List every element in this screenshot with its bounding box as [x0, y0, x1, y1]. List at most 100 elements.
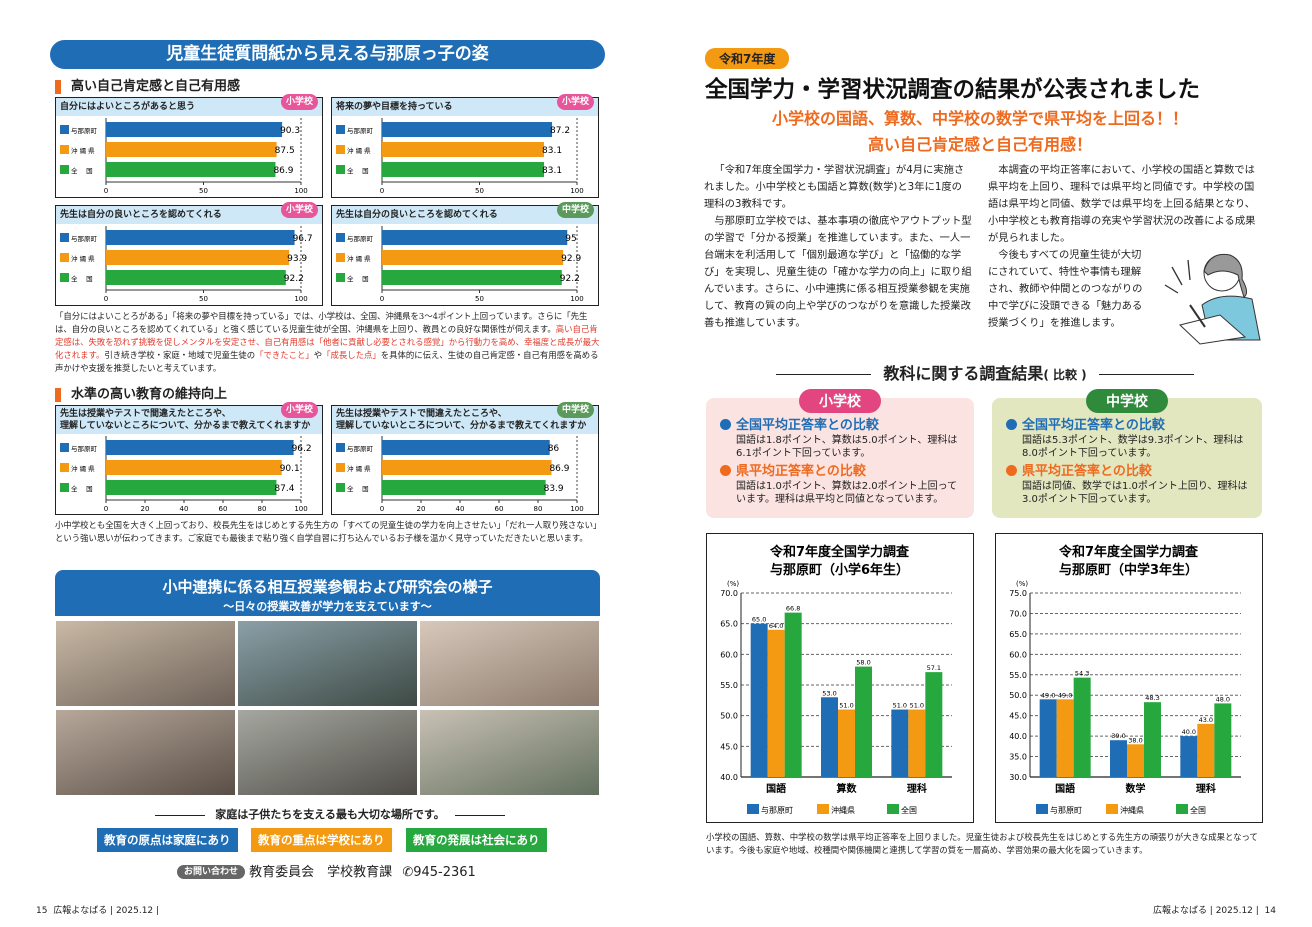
elementary-results-chart: 令和7年度全国学力調査 与那原町（小学6年生） (%) 40.0 45.0 50.0 55.… [706, 533, 974, 823]
category-label: 沖 縄 県 [71, 254, 95, 263]
category-label: 全 国 [347, 484, 369, 493]
paragraph: 与那原町立学校では、基本事項の徹底やアウトプット型の学習で「分かる授業」を推進し… [704, 215, 972, 329]
category-label: 沖 縄 県 [347, 146, 371, 155]
category-label: 理科 [1196, 782, 1216, 795]
y-tick-label: 50.0 [720, 712, 738, 721]
student-writing-illustration [1164, 253, 1261, 345]
comparison-text: 国語は5.3ポイント、数学は9.3ポイント、理科は8.0ポイント下回っています。 [1022, 435, 1244, 459]
legend-swatch [60, 463, 69, 472]
text: 「自分にはよいことろがある」「将来の夢や目標を持っている」では、小学校は、全国、… [55, 311, 588, 334]
paragraph: 「令和7年度全国学力・学習状況調査」が4月に実施されました。小中学校とも国語と算… [704, 164, 965, 210]
category-label: 国語 [1055, 782, 1075, 795]
value-label: 90.3 [280, 126, 300, 136]
legend-swatch [60, 125, 69, 134]
tick-label: 80 [258, 505, 267, 513]
text: 引き続き学校・家庭・地域で児童生徒の [104, 350, 256, 360]
tick-label: 60 [219, 505, 228, 513]
legend-swatch [60, 165, 69, 174]
hbar-chart: 先生は自分の良いところを認めてくれる 小学校 0 50 100 与那原町 96.7 沖 縄 県… [55, 202, 323, 306]
value-label: 40.0 [1182, 728, 1196, 736]
classroom-photo [55, 709, 236, 796]
classroom-photo [237, 620, 418, 707]
legend-label: 与那原町 [1050, 806, 1082, 815]
value-label: 38.0 [1128, 736, 1142, 744]
legend-swatch [1036, 804, 1048, 814]
tick-label: 0 [104, 505, 108, 513]
legend-swatch [336, 233, 345, 242]
tick-label: 20 [141, 505, 150, 513]
body-column-2: 本調査の平均正答率において、小学校の国語と算数では県平均を上回り、理科では県平均… [988, 162, 1256, 332]
school-badge: 中学校 [556, 402, 594, 418]
value-label: 87.2 [550, 126, 570, 136]
value-label: 48.3 [1145, 694, 1159, 702]
bullet-icon [720, 419, 731, 430]
tick-label: 50 [199, 187, 208, 195]
category-label: 与那原町 [71, 127, 98, 135]
value-label: 83.1 [542, 166, 562, 176]
hbar-plot: 0 50 100 与那原町 87.2 沖 縄 県 83.1 全 国 83.1 [336, 118, 584, 195]
value-label: 83.1 [542, 146, 562, 156]
chart-title: 将来の夢や目標を持っている 小学校 [332, 94, 598, 116]
banner-subtitle: ～日々の授業改善が学力を支えています～ [223, 600, 432, 613]
legend-swatch [60, 273, 69, 282]
motto-society: 教育の発展は社会にあり [406, 828, 547, 852]
hbar-plot: 0 50 100 与那原町 96.7 沖 縄 県 93.9 全 国 92.2 [60, 226, 313, 303]
chart-title: 先生は自分の良いところを認めてくれる 小学校 [56, 202, 322, 224]
chart-title: 令和7年度全国学力調査 [1059, 544, 1199, 560]
bar [382, 250, 564, 265]
value-label: 51.0 [910, 702, 924, 710]
chart-title: 令和7年度全国学力調査 [770, 544, 910, 560]
bar [784, 612, 802, 777]
chart-title-text: 先生は自分の良いところを認めてくれる [60, 210, 222, 220]
hbar-plot: 0 20 40 60 80 100 与那原町 86 沖 縄 県 86.9 全 国 83.9 [336, 436, 584, 513]
bullet-icon [1006, 419, 1017, 430]
value-label: 64.0 [769, 622, 783, 630]
year-badge: 令和7年度 [705, 48, 790, 69]
tick-label: 100 [570, 295, 583, 303]
category-label: 沖 縄 県 [71, 464, 95, 473]
legend-swatch [336, 253, 345, 262]
chart-title: 先生は授業やテストで間違えたところや、 理解していないところについて、分かるまで教… [56, 402, 322, 434]
y-unit-label: (%) [1016, 580, 1028, 588]
bar [767, 629, 785, 777]
section-heading-education: 水準の高い教育の維持向上 [55, 388, 227, 402]
bar [1039, 699, 1057, 777]
y-tick-label: 75.0 [1009, 589, 1027, 598]
right-page-footer: 広報よなばる | 2025.12 | 14 [1153, 903, 1276, 916]
legend-swatch [60, 443, 69, 452]
bar [891, 709, 909, 777]
motto-school: 教育の重点は学校にあり [251, 828, 392, 852]
paragraph: 本調査の平均正答率において、小学校の国語と算数では県平均を上回り、理科では県平均… [988, 164, 1256, 244]
tick-label: 40 [456, 505, 465, 513]
value-label: 86.9 [549, 464, 569, 474]
bar [382, 440, 550, 455]
legend-swatch [887, 804, 899, 814]
bar [1197, 723, 1215, 777]
category-label: 数学 [1126, 782, 1146, 795]
bar [106, 270, 286, 285]
classroom-photo [237, 709, 418, 796]
chart-title-text: 理解していないところについて、分かるまで教えてくれますか [336, 421, 587, 431]
value-label: 65.0 [752, 616, 766, 624]
bar [382, 480, 546, 495]
bar [382, 270, 562, 285]
value-label: 87.4 [274, 484, 294, 494]
junior-results-chart: 令和7年度全国学力調査 与那原町（中学3年生） (%) 30.0 35.0 40.0 45.… [995, 533, 1263, 823]
y-tick-label: 40.0 [720, 773, 738, 782]
highlight-text: 「できたこと」 [255, 350, 314, 360]
y-tick-label: 55.0 [720, 681, 738, 690]
bar [106, 460, 282, 475]
value-label: 93.9 [287, 254, 307, 264]
bar [106, 250, 290, 265]
bar [1073, 677, 1091, 777]
article-title: 全国学力・学習状況調査の結果が公表されました [705, 77, 1201, 103]
value-label: 90.1 [280, 464, 300, 474]
legend-swatch [60, 233, 69, 242]
legend-swatch [1176, 804, 1188, 814]
y-tick-label: 30.0 [1009, 773, 1027, 782]
phone-icon: ✆ [402, 865, 414, 880]
legend-label: 与那原町 [761, 806, 793, 815]
y-tick-label: 45.0 [720, 742, 738, 751]
tick-label: 100 [294, 187, 307, 195]
